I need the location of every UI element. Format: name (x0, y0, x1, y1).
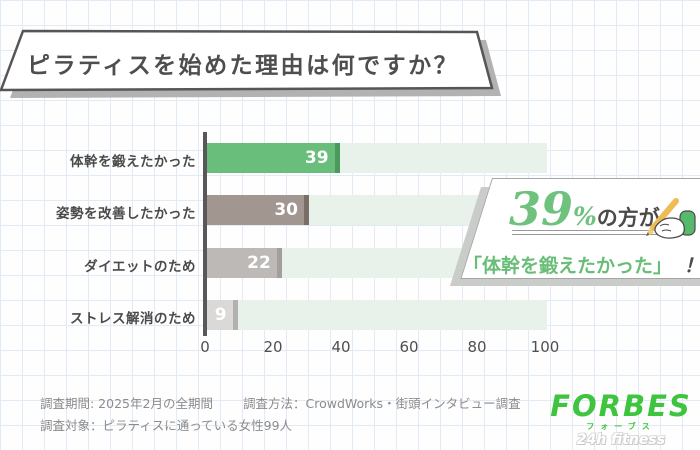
bar-track: 39 (207, 143, 547, 173)
title-banner-shape (0, 29, 501, 98)
brand-logo-kana: フォーブス (586, 422, 656, 431)
bar: 39 (207, 143, 340, 173)
x-tick-label: 20 (263, 338, 283, 356)
bar-track: 9 (207, 299, 547, 330)
survey-target-note: 調査対象：ピラティスに通っている女性99人 (40, 418, 293, 433)
brand-logo: FORBES フォーブス 24h fitness (543, 389, 699, 448)
bar: 9 (207, 299, 238, 330)
hand-writing-with-pencil-icon (646, 198, 696, 239)
callout-underline (512, 230, 662, 235)
bar: 22 (207, 247, 282, 278)
callout-percent-sign: % (573, 202, 597, 231)
bar-value-label: 39 (304, 148, 329, 168)
y-axis-line (203, 132, 207, 336)
bar-end-cap (334, 143, 340, 173)
x-tick-label: 100 (530, 338, 560, 356)
bar-end-cap (304, 195, 309, 226)
x-tick-label: 80 (467, 338, 487, 356)
callout-exclamation: ！ (684, 255, 700, 277)
page-title: ピラティスを始めた理由は何ですか？ (27, 53, 460, 79)
category-label: ストレス解消のため (70, 310, 196, 327)
callout-suffix-text: の方が (596, 206, 660, 230)
brand-logo-name: FORBES (550, 389, 692, 423)
bar-value-label: 30 (274, 200, 298, 221)
bar-value-label: 22 (247, 252, 271, 273)
callout-quote-line: 「体幹を鍛えたかった」 ！ (463, 251, 700, 278)
category-label: 体幹を鍛えたかった (70, 154, 196, 170)
bar-end-cap (232, 299, 238, 330)
brand-logo-tagline: 24h fitness (576, 432, 666, 448)
category-label: ダイエットのため (84, 258, 196, 275)
bar-end-cap (276, 247, 282, 278)
callout-percent-value: 39 (509, 182, 574, 236)
title-banner-box (0, 29, 494, 92)
x-tick-label: 0 (200, 338, 210, 356)
bar-value-label: 9 (214, 304, 227, 325)
callout-quote-text: 「体幹を鍛えたかった」 (463, 255, 673, 277)
callout-headline: 39%の方が (509, 186, 660, 232)
survey-method-note: 調査方法：CrowdWorks・街頭インタビュー調査 (243, 396, 521, 411)
bar: 30 (207, 195, 309, 226)
x-tick-label: 40 (331, 338, 351, 356)
category-label: 姿勢を改善したかった (56, 206, 196, 223)
x-tick-label: 60 (399, 338, 419, 356)
survey-period-note: 調査期間: 2025年2月の全期間 (40, 396, 213, 411)
